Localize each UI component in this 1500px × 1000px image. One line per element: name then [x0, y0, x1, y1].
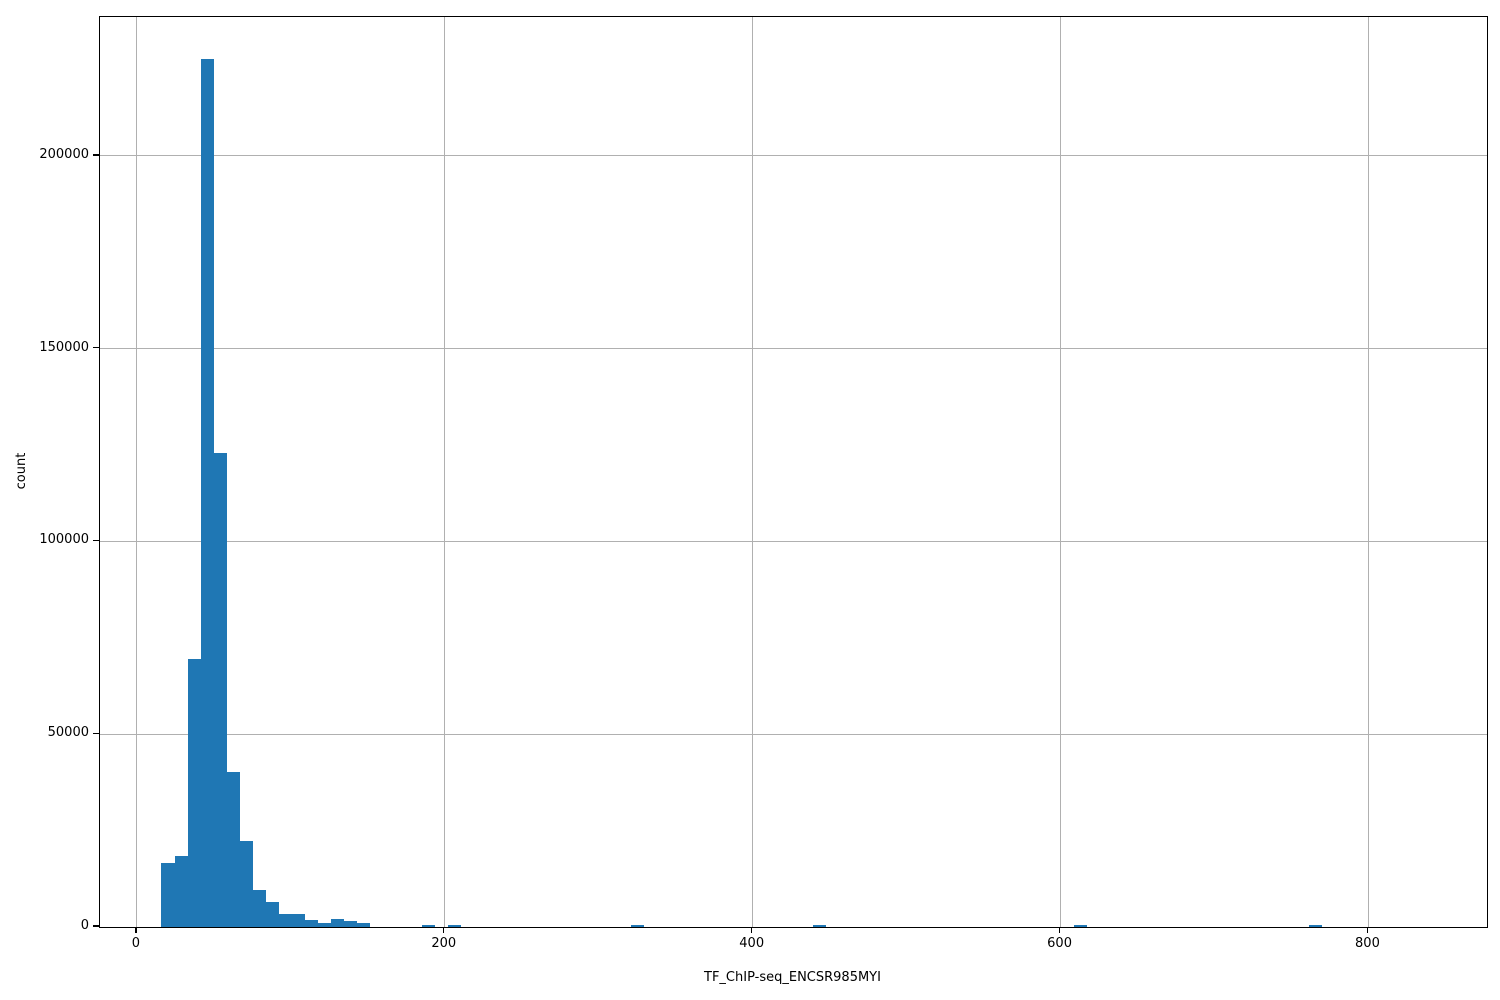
histogram-bar: [213, 452, 227, 927]
histogram-bar: [448, 925, 462, 927]
histogram-bar: [317, 923, 331, 927]
y-axis-label: count: [14, 452, 29, 490]
y-tick-label: 0: [80, 918, 89, 933]
x-tick-mark: [135, 927, 137, 934]
x-gridline: [752, 17, 754, 927]
histogram-bar: [630, 924, 644, 927]
histogram-bar: [330, 918, 344, 927]
x-tick-mark: [1058, 927, 1061, 934]
x-axis-label: TF_ChIP-seq_ENCSR985MYI: [704, 970, 881, 985]
histogram-bar: [422, 925, 436, 927]
plot-area: [99, 16, 1488, 928]
x-tick-label: 600: [1047, 936, 1072, 951]
y-tick-mark: [93, 925, 99, 927]
y-gridline: [100, 733, 1487, 735]
x-tick-mark: [443, 927, 445, 934]
histogram-bar: [291, 913, 305, 927]
histogram-bar: [239, 841, 253, 927]
y-gridline: [100, 155, 1487, 157]
x-gridline: [1060, 17, 1062, 927]
histogram-bar: [226, 772, 240, 927]
x-tick-mark: [1366, 927, 1369, 934]
y-tick-label: 200000: [39, 146, 89, 162]
y-tick-mark: [93, 347, 99, 349]
x-gridline: [1367, 17, 1369, 927]
histogram-bar: [161, 863, 175, 927]
x-tick-label: 200: [431, 936, 457, 951]
x-gridline: [136, 17, 138, 927]
histogram-bar: [1074, 925, 1088, 927]
histogram-bar: [252, 890, 266, 927]
histogram-bar: [174, 855, 188, 927]
histogram-bar: [343, 921, 358, 927]
y-gridline: [100, 540, 1487, 542]
histogram-bar: [304, 920, 318, 927]
histogram-bar: [357, 923, 370, 927]
y-tick-label: 50000: [47, 725, 89, 741]
histogram-bar: [1308, 925, 1322, 927]
plot-inner: [100, 17, 1487, 927]
x-tick-label: 400: [739, 936, 765, 951]
y-gridline: [100, 348, 1487, 350]
y-tick-mark: [93, 154, 99, 156]
y-tick-mark: [93, 732, 99, 734]
histogram-bar: [813, 925, 827, 927]
y-tick-mark: [93, 539, 99, 542]
histogram-bar: [278, 913, 292, 927]
x-tick-label: 0: [131, 936, 141, 951]
y-tick-label: 150000: [39, 339, 89, 355]
x-tick-mark: [751, 927, 753, 934]
y-tick-label: 100000: [39, 532, 89, 548]
histogram-bar: [200, 58, 214, 927]
histogram-bar: [265, 901, 279, 927]
histogram-bar: [187, 658, 201, 927]
x-tick-label: 800: [1355, 936, 1380, 951]
x-gridline: [444, 17, 446, 927]
